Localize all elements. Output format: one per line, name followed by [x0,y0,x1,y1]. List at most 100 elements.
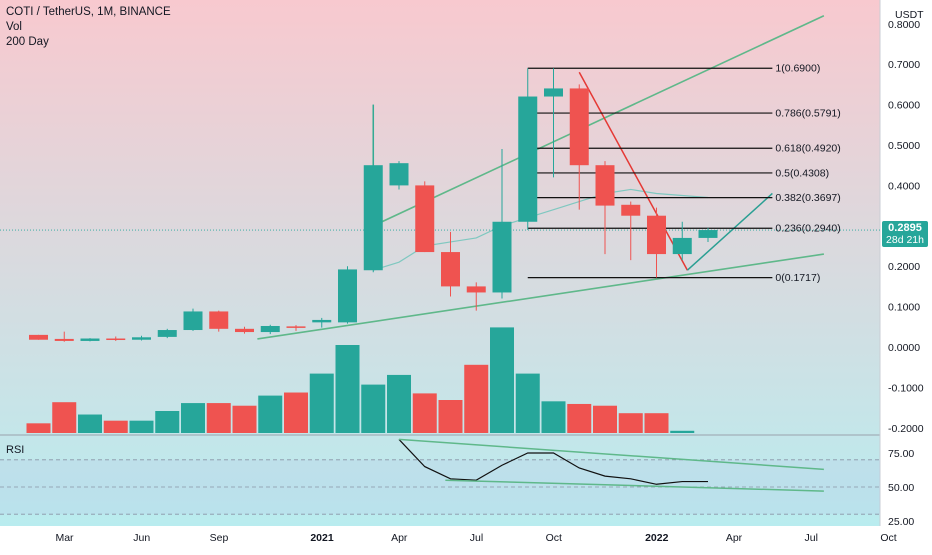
candle-body [595,165,615,206]
bar-countdown: 28d 21h [886,234,924,246]
price-tick-label: 0.1000 [888,302,920,314]
volume-bar [438,400,463,433]
price-tick-label: 0.5000 [888,140,920,152]
fib-retracement[interactable]: 1(0.6900) 0.786(0.5791) 0.618(0.4920) 0.5(0… [0,63,880,284]
last-price-tag: 0.2895 28d 21h [882,221,928,247]
time-tick-label: Jul [805,532,818,544]
volume-bar [335,345,360,433]
candle-body [132,337,151,340]
volume-indicator-label[interactable]: Vol [6,21,22,33]
volume-bar [309,373,334,433]
volume-bar [78,414,102,433]
volume-bar [129,420,154,433]
time-tick-label: Apr [726,532,743,544]
volume-bar [26,423,51,433]
candle-body [672,237,692,255]
decline-line[interactable] [578,71,689,271]
candle-body [29,334,48,340]
price-tick-label: -0.1000 [888,382,924,394]
price-tick-label: 0.8000 [888,19,920,31]
price-tick-label: 0.7000 [888,59,920,71]
volume-bar [258,395,283,433]
volume-bar [206,403,231,433]
price-tick-label: 0.4000 [888,180,920,192]
rsi-line [398,438,708,485]
rsi-label[interactable]: RSI [6,444,25,456]
rsi-tick-label: 25.00 [888,516,914,528]
candle-body [698,230,718,238]
time-tick-label: Jul [470,532,483,544]
price-tick-label: 0.2000 [888,261,920,273]
volume-bar [155,411,180,433]
candle-body [209,311,229,329]
volume-bar [464,364,489,433]
price-tick-label: 0.6000 [888,100,920,112]
candle-body [518,96,538,222]
time-tick-label: Oct [880,532,896,544]
rsi-upper-trendline[interactable] [398,438,824,471]
volume-bar [52,402,77,433]
volume-bar [644,413,669,433]
candle-body [466,286,486,293]
ma-indicator-label[interactable]: 200 Day [6,36,49,48]
candle-body [338,269,357,323]
rsi-tick-label: 75.00 [888,448,914,460]
fib-level-label: 1(0.6900) [775,63,820,75]
time-tick-label: Jun [133,532,150,544]
chart-background [0,0,880,526]
candle-body [647,215,666,255]
candle-body [312,319,332,323]
time-tick-label: Sep [210,532,229,544]
candle-body [286,326,306,328]
rsi-pane [0,438,880,515]
time-tick-label: Oct [546,532,562,544]
volume-bar [181,403,205,433]
time-axis[interactable]: Mar Jun Sep 2021 Apr Jul Oct 2022 Apr Jul Oct [55,532,896,544]
candle-body [569,88,589,166]
volume-bars [26,327,695,433]
fib-level-label: 0(0.1717) [775,272,820,284]
price-axis-background[interactable] [880,0,932,526]
fib-level-label: 0.786(0.5791) [775,108,840,120]
time-tick-label: 2022 [645,532,669,544]
time-tick-label: 2021 [310,532,334,544]
rsi-lower-trendline[interactable] [445,479,824,492]
candle-body [183,311,203,331]
candle-body [106,338,126,341]
candle-body [260,325,280,333]
candle-body [415,185,435,253]
last-price-value: 0.2895 [888,222,922,234]
fib-level-label: 0.382(0.3697) [775,192,840,204]
volume-bar [284,392,308,433]
volume-bar [103,420,128,433]
volume-bar [232,405,257,433]
rebound-line[interactable] [686,192,773,271]
candle-body [621,204,641,216]
rsi-band [0,459,880,515]
candle-body [363,165,383,271]
fib-level-label: 0.236(0.2940) [775,223,840,235]
volume-bar [670,430,695,433]
price-tick-label: -0.2000 [888,423,924,435]
volume-bar [412,393,437,433]
time-axis-background[interactable] [0,526,932,550]
trendline-lower[interactable] [257,253,824,340]
volume-bar [541,401,566,433]
candle-body [157,330,177,337]
candle-body [441,252,460,287]
price-tick-label: 0.0000 [888,342,920,354]
fib-level-label: 0.5(0.4308) [775,167,829,179]
symbol-title[interactable]: COTI / TetherUS, 1M, BINANCE [6,6,171,18]
candle-body [54,338,74,341]
candle-body [544,88,563,97]
chart-legend: COTI / TetherUS, 1M, BINANCE Vol 200 Day [6,5,171,50]
volume-bar [567,403,592,433]
volume-bar [361,384,386,433]
volume-bar [387,374,411,433]
fib-level-label: 0.618(0.4920) [775,143,840,155]
candle-body [389,163,409,186]
volume-bar [490,327,514,433]
currency-label: USDT [895,9,924,21]
